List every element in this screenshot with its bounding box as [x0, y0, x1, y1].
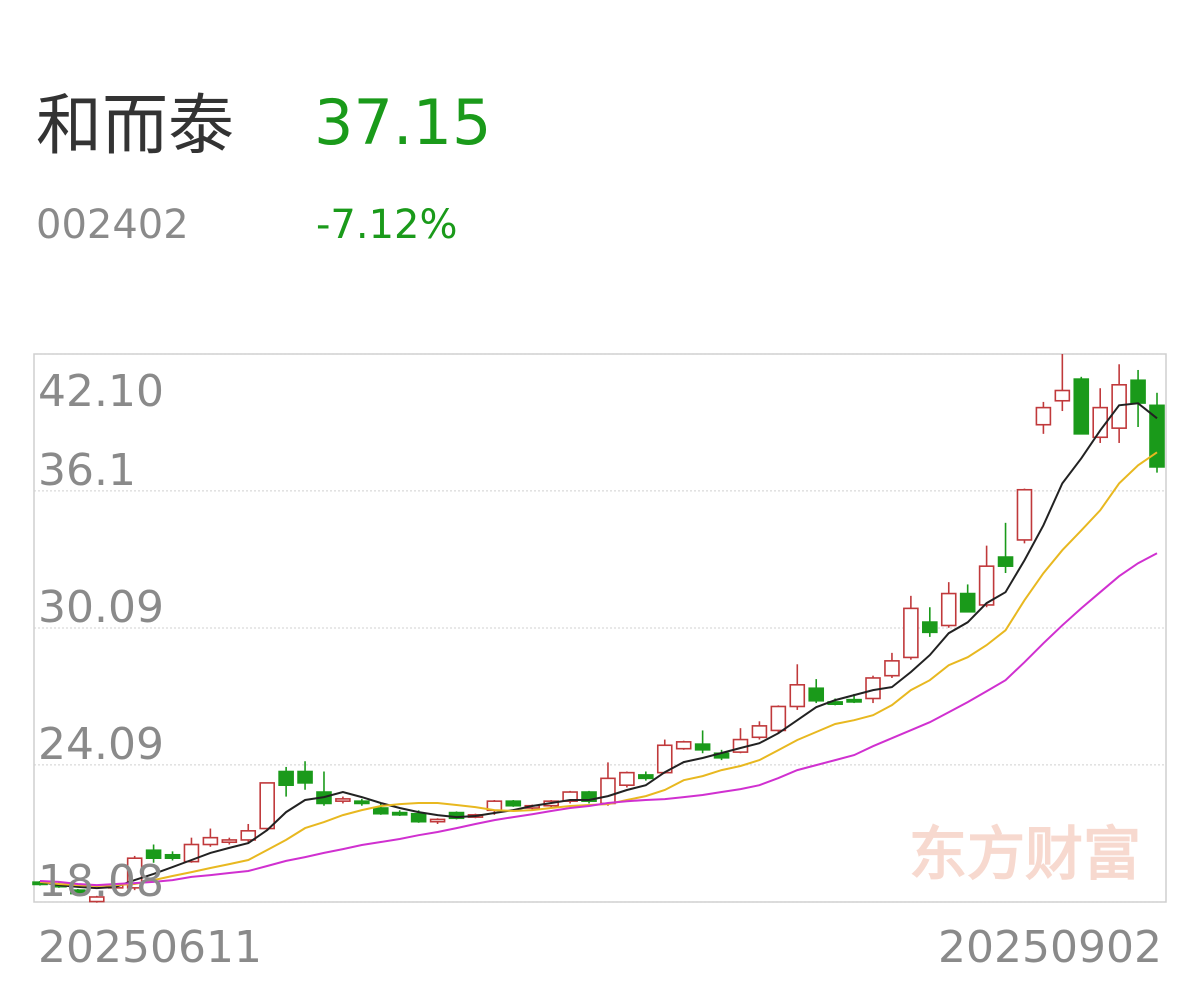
y-tick-label: 18.08 — [38, 856, 164, 907]
candle-body — [1035, 406, 1052, 426]
candle-body — [335, 798, 351, 802]
candle-body — [278, 770, 294, 786]
candle-body — [638, 774, 654, 780]
candle-body — [1016, 488, 1033, 541]
candle-body — [1054, 389, 1071, 402]
candle-body — [1130, 379, 1146, 404]
y-tick-label: 42.10 — [38, 366, 164, 417]
candle-body — [903, 607, 919, 659]
y-tick-label: 24.09 — [38, 719, 164, 770]
candle-body — [978, 565, 995, 606]
candle-body — [581, 791, 597, 802]
stock-change: -7.12% — [316, 202, 458, 248]
candle-body — [600, 777, 616, 805]
candle-body — [675, 741, 692, 750]
candle-body — [145, 849, 162, 859]
candle-body — [240, 830, 257, 841]
candle-body — [391, 811, 408, 816]
candle-body — [88, 896, 105, 903]
candle-body — [202, 836, 219, 846]
moving-average-line — [39, 552, 1158, 887]
candle-body — [884, 660, 900, 677]
candle-body — [1149, 404, 1165, 468]
candle-body — [429, 818, 446, 823]
stock-code: 002402 — [36, 202, 189, 248]
watermark: 东方财富 — [909, 820, 1141, 888]
candle-body — [410, 812, 427, 823]
candle-body — [372, 807, 389, 815]
moving-average-line — [39, 402, 1158, 890]
candle-body — [1073, 378, 1090, 435]
x-tick-label: 20250611 — [38, 922, 262, 973]
candle-body — [694, 743, 711, 751]
candle-body — [922, 621, 938, 634]
candle-body — [808, 687, 825, 702]
candle-body — [505, 800, 522, 807]
candle-body — [865, 677, 881, 700]
y-tick-label: 30.09 — [38, 582, 164, 633]
candle-body — [70, 889, 86, 895]
candle-body — [940, 592, 957, 627]
candle-body — [354, 800, 370, 805]
candle-body — [846, 698, 862, 703]
candle-body — [183, 843, 200, 863]
candle-body — [562, 791, 578, 802]
y-tick-label: 36.1 — [38, 445, 136, 496]
candle-body — [751, 725, 768, 739]
stock-price: 37.15 — [314, 86, 492, 159]
candle-body — [997, 556, 1014, 567]
candle-body — [221, 839, 238, 844]
candle-body — [789, 684, 806, 708]
candle-body — [959, 592, 976, 613]
candle-body — [259, 782, 275, 830]
candle-body — [164, 853, 181, 859]
candle-body — [297, 770, 313, 784]
x-tick-label: 20250902 — [938, 922, 1162, 973]
candle-body — [770, 705, 787, 732]
stock-name: 和而泰 — [36, 87, 234, 164]
candle-body — [619, 771, 635, 786]
